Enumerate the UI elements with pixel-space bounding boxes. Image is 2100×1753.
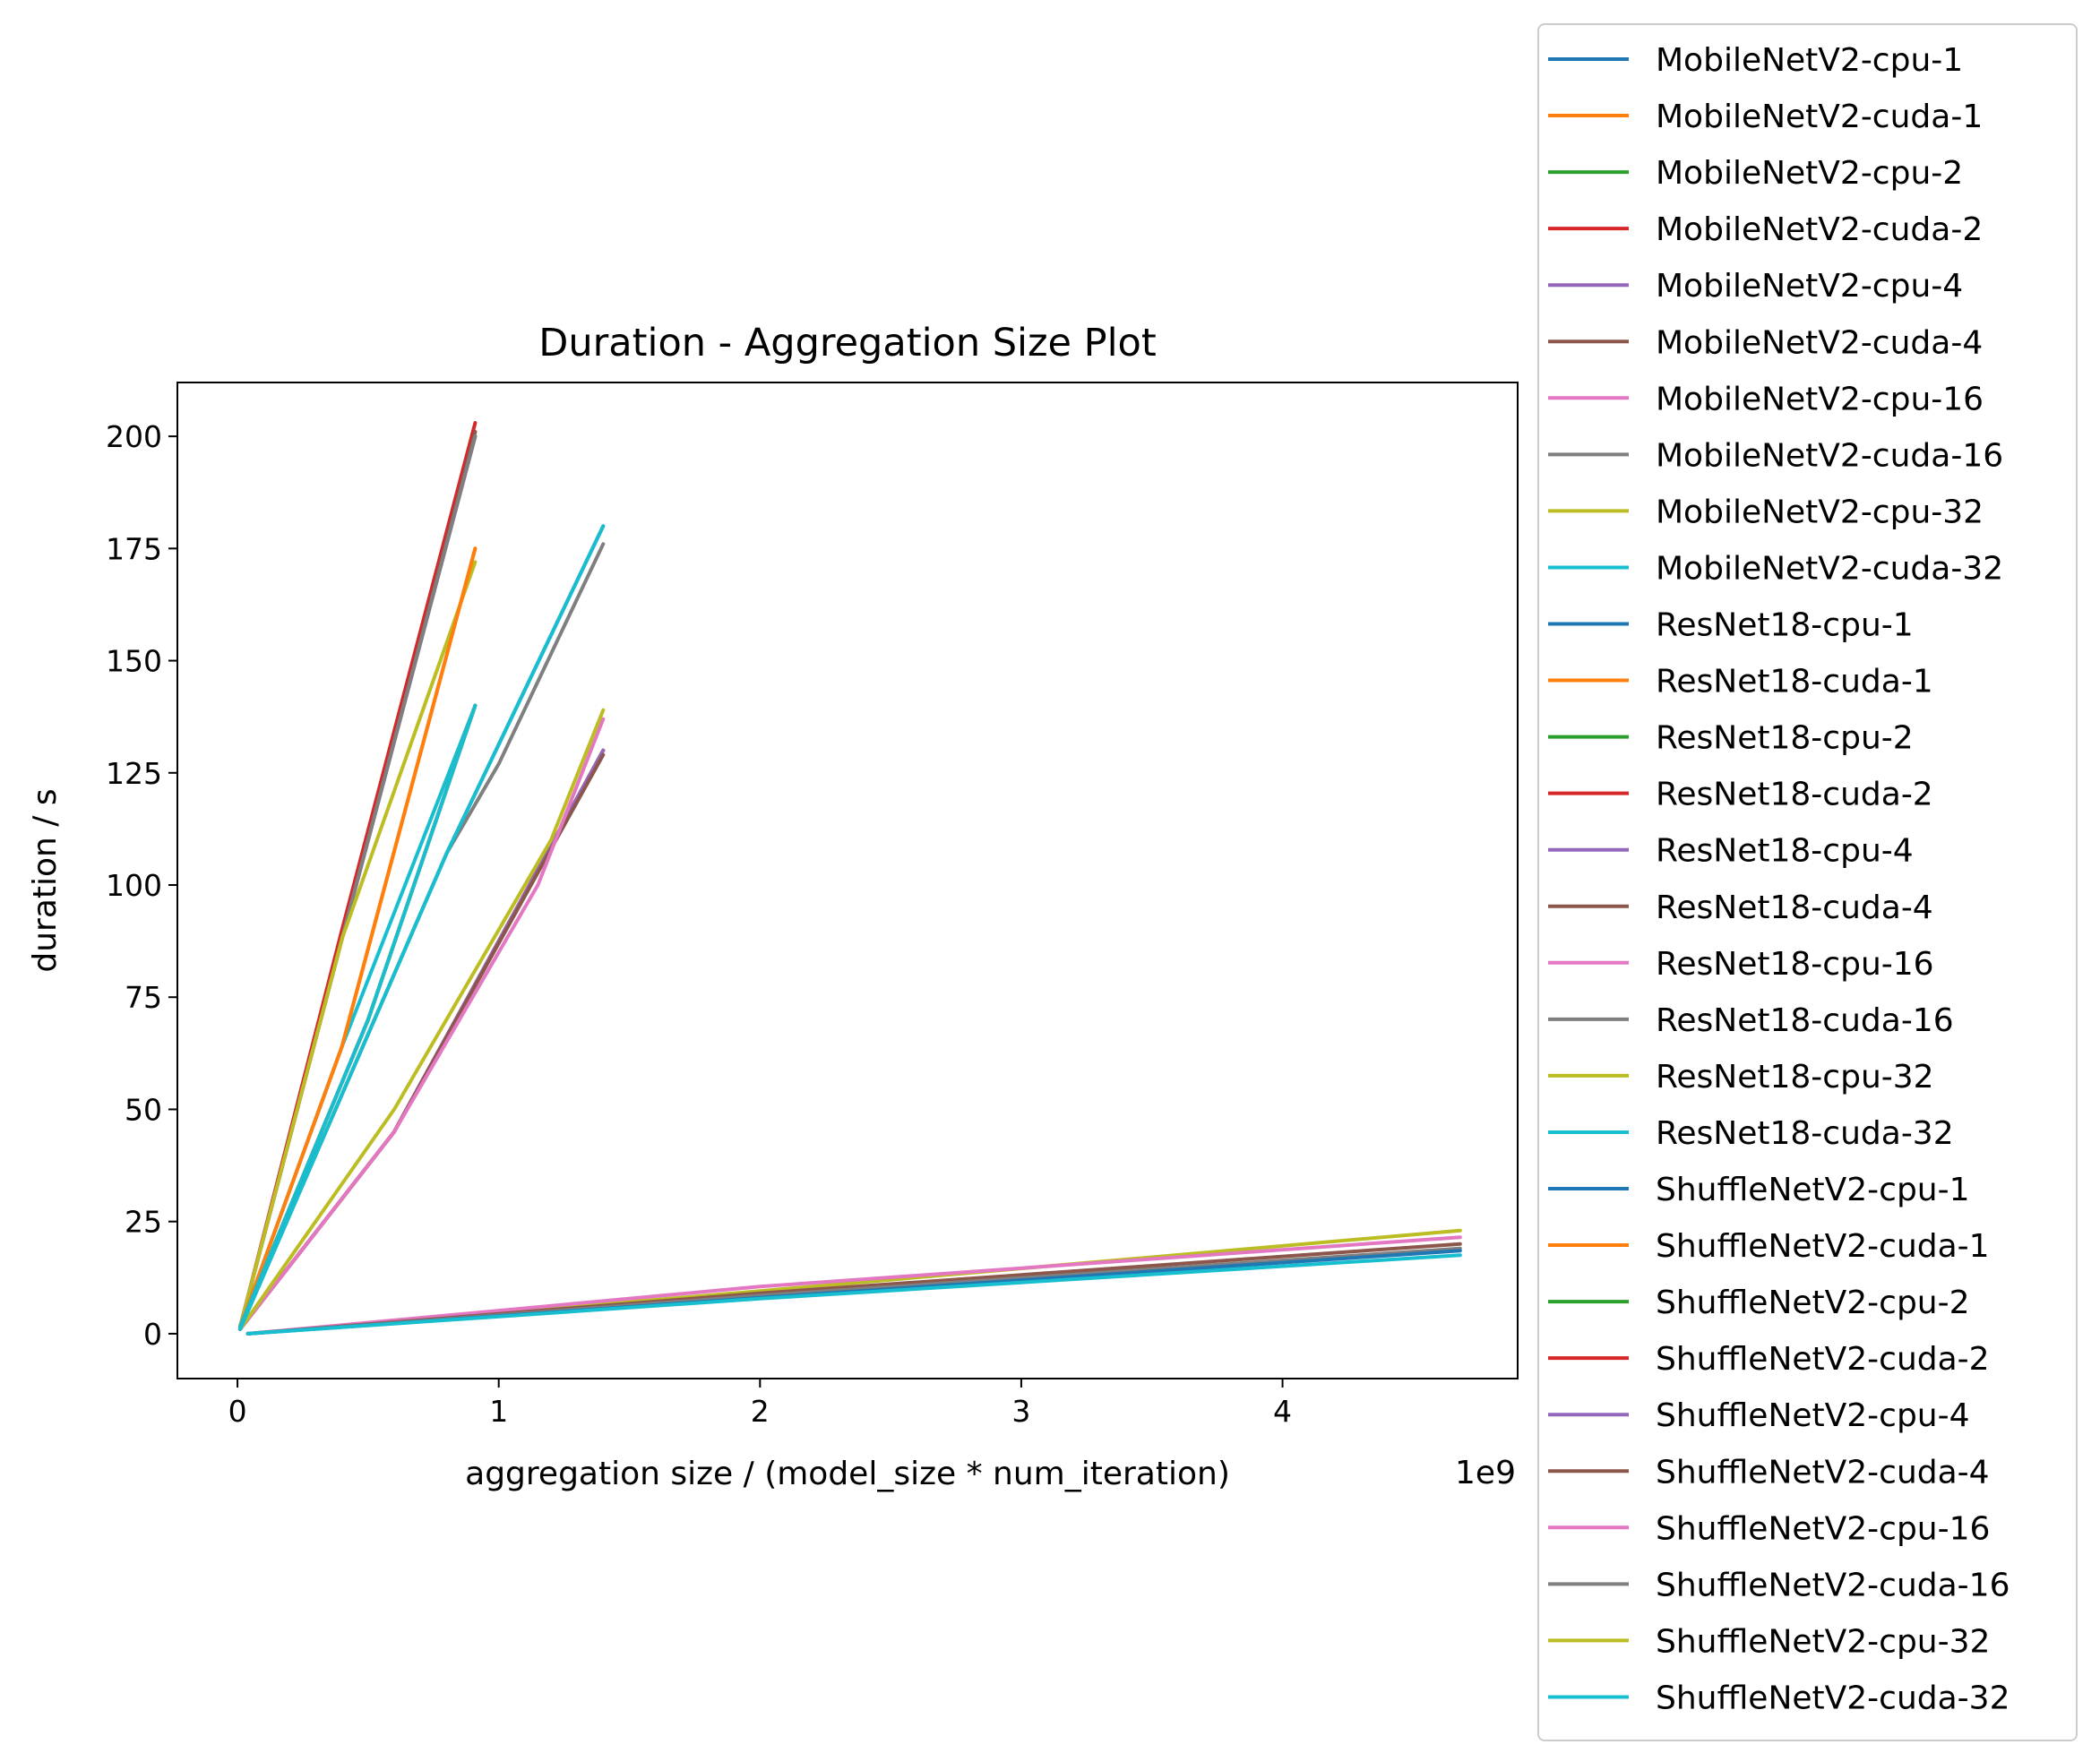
y-tick-label: 25 <box>125 1205 162 1240</box>
y-tick-label: 50 <box>125 1092 162 1127</box>
legend-label: MobileNetV2-cuda-1 <box>1656 99 1983 135</box>
series-line-19 <box>238 703 478 1329</box>
legend-label: ResNet18-cpu-16 <box>1656 946 1934 983</box>
legend-label: MobileNetV2-cuda-2 <box>1656 211 1983 248</box>
legend-label: MobileNetV2-cuda-32 <box>1656 550 2003 587</box>
legend-label: ResNet18-cpu-4 <box>1656 833 1914 870</box>
x-axis: 0 1 2 3 4 <box>228 1379 1292 1429</box>
legend-label: MobileNetV2-cpu-16 <box>1656 381 1984 417</box>
series-line-28 <box>238 708 606 1331</box>
legend-label: ShuffleNetV2-cuda-16 <box>1656 1567 2010 1603</box>
plot-lines <box>238 421 1462 1336</box>
legend-label: ResNet18-cuda-32 <box>1656 1115 1954 1152</box>
y-tick-label: 200 <box>106 419 162 454</box>
legend: MobileNetV2-cpu-1 MobileNetV2-cuda-1 Mobil… <box>1537 23 2078 1741</box>
series-line-26 <box>238 717 606 1331</box>
legend-label: ShuffleNetV2-cpu-32 <box>1656 1623 1990 1660</box>
legend-label: ResNet18-cpu-32 <box>1656 1059 1934 1096</box>
legend-label: ShuffleNetV2-cpu-2 <box>1656 1285 1970 1321</box>
y-tick-label: 75 <box>125 980 162 1015</box>
legend-label: ResNet18-cpu-1 <box>1656 607 1914 644</box>
legend-label: ShuffleNetV2-cuda-1 <box>1656 1228 1990 1265</box>
legend-label: ResNet18-cpu-2 <box>1656 720 1914 757</box>
extra-line-1 <box>245 1235 1462 1336</box>
series-line-8 <box>238 560 478 1329</box>
legend-label: MobileNetV2-cpu-1 <box>1656 42 1963 79</box>
plot-frame <box>176 382 1519 1379</box>
y-axis-title: duration / s <box>27 788 64 972</box>
x-axis-offset-text: 1e9 <box>1455 1455 1516 1491</box>
extra-line-5 <box>245 1253 1462 1336</box>
legend-items: MobileNetV2-cpu-1 MobileNetV2-cuda-1 Mobil… <box>1548 42 2010 1716</box>
legend-label: ShuffleNetV2-cuda-32 <box>1656 1680 2010 1716</box>
legend-label: ResNet18-cuda-2 <box>1656 777 1933 813</box>
legend-label: MobileNetV2-cuda-16 <box>1656 437 2003 474</box>
x-tick-label: 1 <box>489 1394 508 1429</box>
x-tick-label: 4 <box>1273 1394 1292 1429</box>
legend-label: MobileNetV2-cpu-4 <box>1656 268 1963 305</box>
y-tick-label: 125 <box>106 756 162 791</box>
legend-label: MobileNetV2-cpu-2 <box>1656 155 1963 192</box>
legend-label: ShuffleNetV2-cpu-1 <box>1656 1172 1970 1208</box>
legend-label: ResNet18-cuda-1 <box>1656 664 1933 700</box>
x-tick-label: 3 <box>1011 1394 1030 1429</box>
legend-label: MobileNetV2-cpu-32 <box>1656 494 1984 530</box>
chart-title: Duration - Aggregation Size Plot <box>538 321 1156 365</box>
legend-label: ResNet18-cuda-16 <box>1656 1002 1954 1039</box>
legend-label: ShuffleNetV2-cpu-4 <box>1656 1397 1970 1434</box>
x-tick-label: 0 <box>228 1394 247 1429</box>
x-tick-label: 2 <box>751 1394 770 1429</box>
legend-label: ResNet18-cuda-4 <box>1656 889 1933 926</box>
series-line-29 <box>238 524 606 1331</box>
y-tick-label: 100 <box>106 868 162 903</box>
legend-label: ShuffleNetV2-cuda-2 <box>1656 1341 1990 1378</box>
legend-label: ShuffleNetV2-cuda-4 <box>1656 1454 1990 1491</box>
legend-label: ShuffleNetV2-cpu-16 <box>1656 1510 1990 1547</box>
y-tick-label: 175 <box>106 531 162 566</box>
y-axis: 0 25 50 75 100 125 150 175 200 <box>106 419 177 1352</box>
series-line-11 <box>238 546 478 1329</box>
legend-label: MobileNetV2-cuda-4 <box>1656 324 1983 361</box>
x-axis-title: aggregation size / (model_size * num_ite… <box>465 1456 1230 1492</box>
y-tick-label: 150 <box>106 644 162 679</box>
legend-frame <box>1537 23 2078 1741</box>
y-tick-label: 0 <box>143 1317 162 1352</box>
